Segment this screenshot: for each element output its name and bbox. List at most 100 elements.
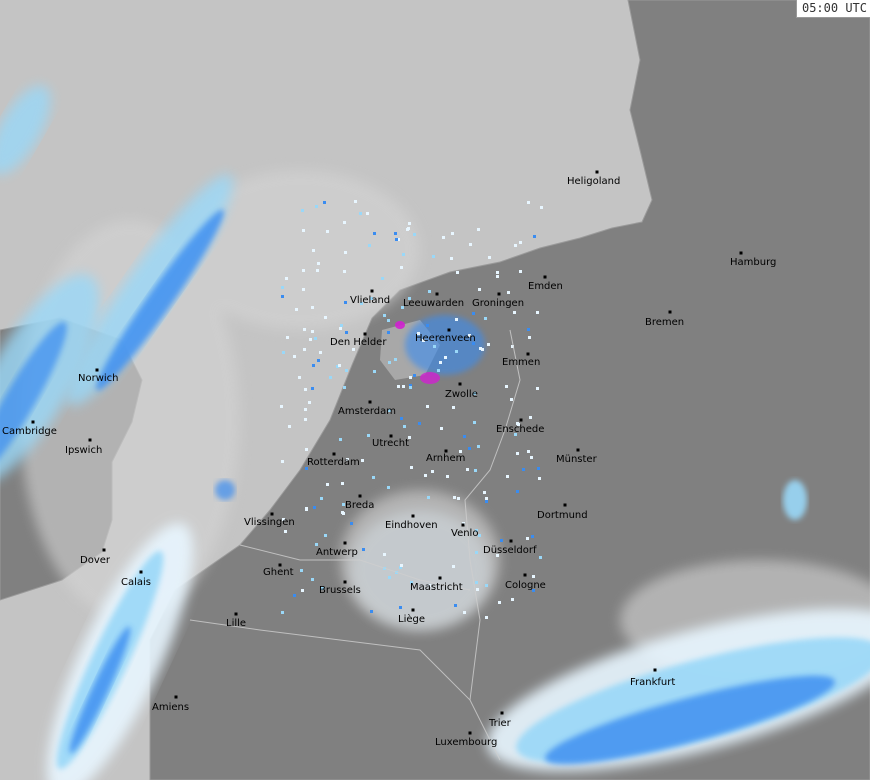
rain-pixel xyxy=(352,348,355,351)
city-label: Cambridge xyxy=(2,426,57,437)
city-dot xyxy=(497,292,501,296)
city-label: Utrecht xyxy=(372,438,409,449)
rain-band-core xyxy=(96,209,224,391)
rain-pixel xyxy=(309,338,312,341)
rain-pixel xyxy=(304,408,307,411)
rain-pixel xyxy=(528,336,531,339)
city-zwolle: Zwolle xyxy=(445,382,478,400)
rain-band-core xyxy=(0,321,67,479)
rain-pixel xyxy=(450,257,453,260)
rain-pixel xyxy=(496,554,499,557)
rain-pixel xyxy=(431,470,434,473)
rain-pixel xyxy=(483,491,486,494)
city-label: Hamburg xyxy=(730,257,776,268)
rain-pixel xyxy=(406,228,409,231)
rain-pixel xyxy=(368,244,371,247)
rain-pixel xyxy=(484,317,487,320)
city-label: Arnhem xyxy=(426,453,465,464)
rain-pixel xyxy=(321,587,324,590)
rain-pixel xyxy=(422,339,425,342)
rain-pixel xyxy=(311,387,314,390)
city-maastricht: Maastricht xyxy=(410,576,463,593)
city-cambridge: Cambridge xyxy=(2,420,57,437)
city-label: Dover xyxy=(80,555,111,566)
rain-pixel xyxy=(513,311,516,314)
city-dot xyxy=(95,368,99,372)
city-label: Düsseldorf xyxy=(483,545,537,556)
rain-pixel xyxy=(304,418,307,421)
rain-pixel xyxy=(496,275,499,278)
city-layer: Heligoland Hamburg Emden Groningen Leeuwarde… xyxy=(2,170,776,748)
rain-pixel xyxy=(476,588,479,591)
rain-pixel xyxy=(315,543,318,546)
city-dot xyxy=(368,400,372,404)
city-ipswich: Ipswich xyxy=(65,438,102,456)
city-label: Trier xyxy=(488,718,512,729)
rain-pixel xyxy=(485,584,488,587)
light-drizzle xyxy=(350,510,490,630)
rain-pixel xyxy=(366,212,369,215)
city-label: Ipswich xyxy=(65,445,102,456)
rain-pixel xyxy=(432,255,435,258)
rain-pixel xyxy=(537,467,540,470)
city-dot xyxy=(519,418,523,422)
rain-pixel xyxy=(372,476,375,479)
city-dot xyxy=(370,289,374,293)
rain-pixel xyxy=(511,598,514,601)
rain-pixel xyxy=(472,312,475,315)
rain-pixel xyxy=(354,200,357,203)
city-label: Heligoland xyxy=(567,176,620,187)
city-antwerp: Antwerp xyxy=(316,541,358,558)
rain-pixel xyxy=(343,221,346,224)
city-lille: Lille xyxy=(226,612,246,629)
rain-pixel xyxy=(317,359,320,362)
rain-pixel xyxy=(303,348,306,351)
rain-pixel xyxy=(428,290,431,293)
city-d-sseldorf: Düsseldorf xyxy=(483,539,537,556)
city-heligoland: Heligoland xyxy=(567,170,620,187)
rain-pixel xyxy=(345,331,348,334)
city-label: Cologne xyxy=(505,580,546,591)
rain-pixel xyxy=(511,345,514,348)
rain-pixel xyxy=(400,266,403,269)
rain-pixel xyxy=(381,277,384,280)
city-label: Rotterdam xyxy=(307,457,360,468)
city-enschede: Enschede xyxy=(496,418,544,435)
rain-pixel xyxy=(324,316,327,319)
rain-pixel xyxy=(301,589,304,592)
rain-pixel xyxy=(500,539,503,542)
rain-pixel xyxy=(498,601,501,604)
rain-pixel xyxy=(517,423,520,426)
city-dot xyxy=(500,711,504,715)
rain-pixel xyxy=(413,233,416,236)
rain-pixel xyxy=(387,486,390,489)
rain-pixel xyxy=(326,230,329,233)
rain-pixel xyxy=(487,343,490,346)
rain-pixel xyxy=(466,468,469,471)
timestamp: 05:00 UTC xyxy=(795,0,870,18)
borders xyxy=(189,329,521,761)
rain-pixel xyxy=(324,534,327,537)
rain-pixel xyxy=(313,506,316,509)
rain-cell xyxy=(783,480,807,520)
rain-pixel xyxy=(359,212,362,215)
city-vlieland: Vlieland xyxy=(350,289,390,306)
rain-pixel xyxy=(426,405,429,408)
rain-pixel xyxy=(316,269,319,272)
city-label: Eindhoven xyxy=(385,520,438,531)
rain-pixel xyxy=(519,241,522,244)
city-label: Emden xyxy=(528,281,563,292)
rain-pixel xyxy=(336,365,339,368)
city-label: Groningen xyxy=(472,298,524,309)
rain-pixel xyxy=(506,475,509,478)
city-dot xyxy=(438,576,442,580)
rain-pixel xyxy=(477,445,480,448)
rain-pixel xyxy=(538,477,541,480)
rain-pixel xyxy=(350,522,353,525)
city-label: Amiens xyxy=(152,702,189,713)
rain-pixel xyxy=(343,270,346,273)
rain-pixel xyxy=(298,376,301,379)
rain-pixel xyxy=(370,297,373,300)
city-dover: Dover xyxy=(80,548,111,566)
